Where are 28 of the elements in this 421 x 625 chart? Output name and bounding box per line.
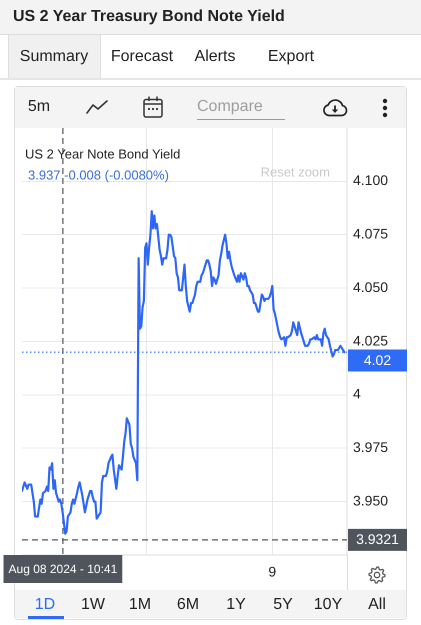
text: All	[368, 595, 386, 615]
x-tick-label: 9	[268, 563, 276, 580]
y-tick-label: 4.100	[353, 172, 388, 188]
text: 6M	[176, 595, 200, 615]
ref-line-label: 4.02	[364, 352, 392, 368]
y-tick-label: 4.050	[353, 278, 388, 295]
y-tick-label: 4.025	[353, 332, 388, 348]
text: 1W	[81, 595, 105, 615]
y-tick-label: 3.950	[353, 492, 388, 508]
text: 10Y	[314, 595, 342, 615]
annotation: 3.937 -0.008 (-0.0080%)	[28, 168, 169, 183]
y-tick-label: 3.975	[353, 439, 388, 456]
y-tick-label: 4	[353, 386, 361, 402]
chart-title: US 2 Year Treasury Bond Note Yield	[13, 7, 285, 27]
text: 1M	[128, 595, 152, 615]
text: Forecast	[110, 47, 174, 67]
text: 1D	[34, 595, 56, 615]
text: 1Y	[226, 595, 246, 615]
x-tick-label: Aug 08 2024 - 10:41	[8, 562, 118, 576]
text: Summary	[20, 47, 88, 67]
input-field: Compare	[197, 96, 285, 120]
annotation: US 2 Year Note Bond Yield	[25, 146, 180, 162]
text: Alerts	[194, 47, 236, 67]
y-tick-label: 4.075	[353, 226, 388, 242]
text: Export	[268, 47, 314, 67]
ref-line-label: 3.9321	[356, 531, 400, 548]
text: 5Y	[273, 595, 293, 615]
text: 5m	[28, 97, 50, 117]
